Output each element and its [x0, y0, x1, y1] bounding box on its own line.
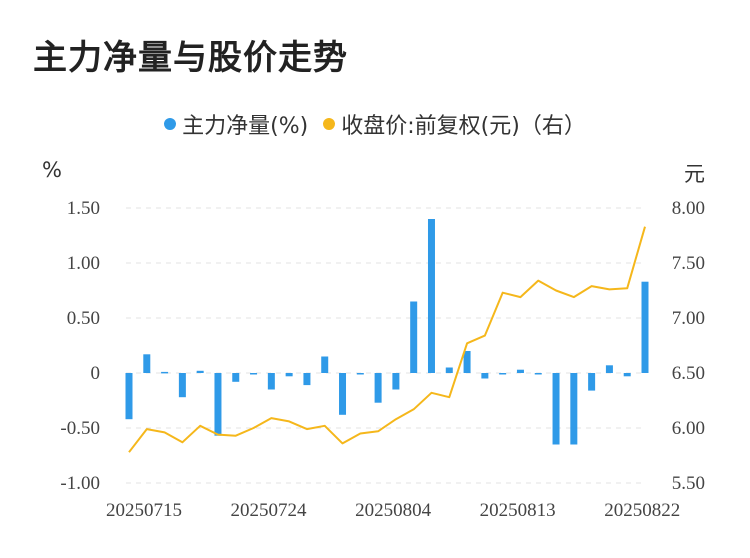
left-axis-unit: % [42, 158, 62, 182]
bar [427, 219, 435, 373]
bar [623, 373, 631, 377]
bar [125, 373, 133, 420]
legend-item-price[interactable]: 收盘价:前复权(元)（右） [323, 108, 586, 140]
bar [588, 373, 596, 391]
bar [374, 373, 382, 403]
y-right-tick-label: 6.00 [672, 418, 705, 439]
legend-item-net[interactable]: 主力净量(%) [164, 108, 308, 140]
bar [552, 373, 560, 445]
y-left-tick-label: 0 [91, 363, 101, 384]
bar [445, 367, 453, 373]
bar [463, 351, 471, 373]
y-left-tick-label: 1.50 [67, 198, 100, 219]
bar [605, 365, 613, 373]
right-axis-unit: 元 [684, 162, 705, 186]
bar [534, 373, 542, 375]
bar [641, 281, 649, 373]
bar [196, 370, 204, 373]
x-tick-label: 20250804 [355, 500, 432, 521]
chart-legend: 主力净量(%) 收盘价:前复权(元)（右） [0, 108, 750, 140]
bar [303, 373, 311, 386]
bar [516, 369, 524, 373]
y-left-tick-label: -1.00 [60, 473, 100, 494]
bar [392, 373, 400, 390]
y-right-tick-label: 5.50 [672, 473, 705, 494]
legend-label-net: 主力净量(%) [182, 114, 309, 139]
bar [285, 373, 293, 377]
y-left-tick-label: 1.00 [67, 253, 100, 274]
bar [570, 373, 578, 445]
bar [481, 373, 489, 379]
bar [339, 373, 347, 415]
bar [143, 354, 151, 373]
price-line [128, 226, 646, 453]
x-tick-label: 20250715 [106, 500, 182, 521]
bar [356, 373, 364, 375]
bar [499, 373, 507, 375]
y-right-tick-label: 7.50 [672, 253, 705, 274]
bar [321, 356, 329, 373]
bar [232, 373, 240, 382]
y-left-tick-label: -0.50 [60, 418, 100, 439]
bar [410, 301, 418, 373]
y-left-tick-label: 0.50 [67, 308, 100, 329]
y-right-tick-label: 7.00 [672, 308, 705, 329]
legend-bar-marker-icon [164, 118, 177, 130]
x-tick-label: 20250813 [480, 500, 556, 521]
bar [214, 373, 222, 436]
chart-title: 主力净量与股价走势 [33, 38, 348, 78]
bar [161, 371, 169, 374]
x-tick-label: 20250724 [231, 500, 308, 521]
bar [267, 373, 275, 390]
bar [178, 373, 186, 398]
legend-label-price: 收盘价:前复权(元)（右） [341, 114, 586, 139]
legend-line-marker-icon [323, 118, 336, 130]
y-right-tick-label: 6.50 [672, 363, 705, 384]
bar [250, 373, 258, 375]
x-tick-label: 20250822 [604, 500, 680, 521]
y-right-tick-label: 8.00 [672, 198, 705, 219]
